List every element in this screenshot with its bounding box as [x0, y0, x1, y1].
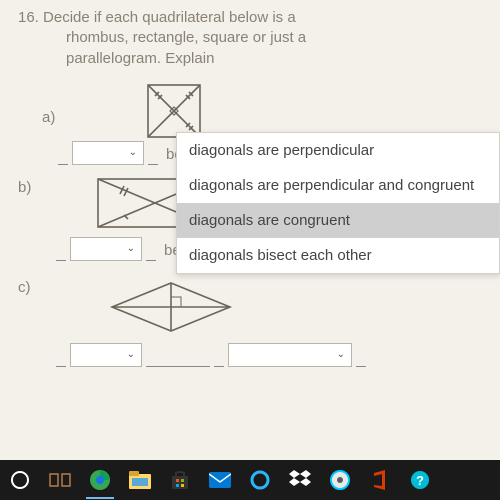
- question-line2: rhombus, rectangle, square or just a: [18, 28, 500, 48]
- svg-text:?: ?: [416, 473, 424, 488]
- part-b-shape-select[interactable]: ⌄: [70, 237, 142, 261]
- question-line1: Decide if each quadrilateral below is a: [43, 9, 296, 26]
- part-c-inputs: ⌄ ⌄: [56, 343, 366, 367]
- blank-line: [148, 141, 158, 165]
- label-a: a): [42, 109, 55, 126]
- chevron-down-icon: ⌄: [129, 147, 137, 158]
- blank-line: [146, 237, 156, 261]
- menu-item[interactable]: diagonals are congruent: [177, 203, 499, 238]
- dropbox-icon[interactable]: [286, 466, 314, 494]
- cortana-icon[interactable]: [6, 466, 34, 494]
- help-icon[interactable]: ?: [406, 466, 434, 494]
- part-a-shape-select[interactable]: ⌄: [72, 141, 144, 165]
- circle-app-icon[interactable]: [246, 466, 274, 494]
- question-number: 16.: [18, 9, 39, 26]
- blank-line: [146, 343, 210, 367]
- office-icon[interactable]: [366, 466, 394, 494]
- shape-a-square: [146, 83, 202, 139]
- explorer-icon[interactable]: [126, 466, 154, 494]
- menu-item[interactable]: diagonals bisect each other: [177, 238, 499, 273]
- label-c: c): [18, 279, 31, 296]
- part-c-shape-select[interactable]: ⌄: [70, 343, 142, 367]
- shape-c-rhombus: [96, 279, 246, 335]
- label-b: b): [18, 179, 31, 196]
- blank-line: [214, 343, 224, 367]
- question-text: 16. Decide if each quadrilateral below i…: [0, 0, 500, 77]
- part-c-reason-select[interactable]: ⌄: [228, 343, 352, 367]
- question-line3: parallelogram. Explain: [18, 49, 500, 69]
- blank-line: [56, 343, 66, 367]
- alexa-icon[interactable]: [326, 466, 354, 494]
- menu-item[interactable]: diagonals are perpendicular: [177, 133, 499, 168]
- part-c: c) ⌄ ⌄: [0, 279, 500, 379]
- mail-icon[interactable]: [206, 466, 234, 494]
- task-view-icon[interactable]: [46, 466, 74, 494]
- store-icon[interactable]: [166, 466, 194, 494]
- blank-line: [58, 141, 68, 165]
- edge-icon[interactable]: [86, 466, 114, 494]
- taskbar: ?: [0, 460, 500, 500]
- blank-line: [356, 343, 366, 367]
- menu-item[interactable]: diagonals are perpendicular and congruen…: [177, 168, 499, 203]
- reason-dropdown-menu[interactable]: diagonals are perpendicular diagonals ar…: [176, 132, 500, 274]
- chevron-down-icon: ⌄: [337, 349, 345, 360]
- blank-line: [56, 237, 66, 261]
- chevron-down-icon: ⌄: [127, 349, 135, 360]
- worksheet-page: 16. Decide if each quadrilateral below i…: [0, 0, 500, 460]
- chevron-down-icon: ⌄: [127, 243, 135, 254]
